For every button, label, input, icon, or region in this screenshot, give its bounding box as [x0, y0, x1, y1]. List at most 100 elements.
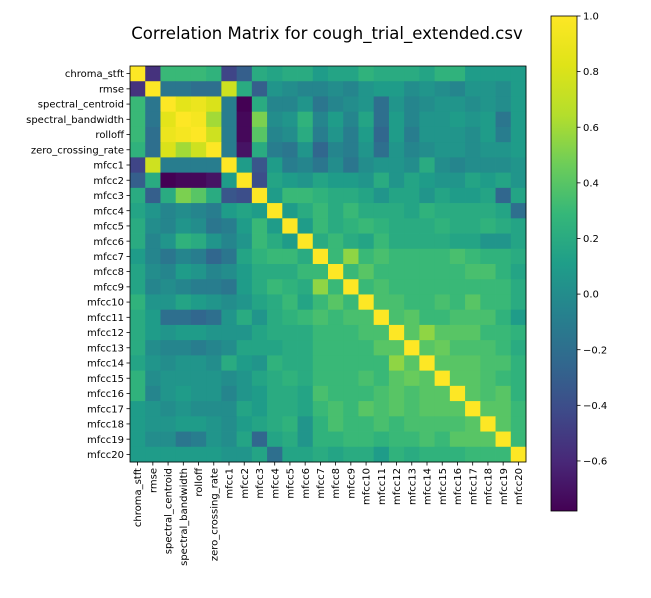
- heatmap-cell: [373, 416, 390, 432]
- heatmap-cell: [145, 218, 161, 234]
- heatmap-cell: [145, 187, 161, 204]
- heatmap-cell: [236, 446, 253, 463]
- heatmap-cell: [388, 203, 405, 219]
- heatmap-cell: [251, 279, 268, 295]
- heatmap-cell: [373, 203, 390, 219]
- heatmap-cell: [328, 157, 344, 174]
- heatmap-cell: [343, 126, 359, 143]
- heatmap-cell: [343, 111, 359, 128]
- heatmap-cell: [343, 355, 359, 372]
- heatmap-cell: [282, 431, 298, 448]
- heatmap-cell: [449, 96, 466, 113]
- heatmap-cell: [373, 81, 390, 97]
- heatmap-cell: [495, 431, 512, 448]
- heatmap-cell: [267, 264, 283, 280]
- heatmap-cell: [282, 355, 298, 372]
- heatmap-cell: [510, 355, 527, 372]
- heatmap-cell: [465, 81, 481, 97]
- heatmap-cell: [419, 264, 436, 280]
- heatmap-cell: [251, 66, 268, 82]
- heatmap-cell: [328, 172, 344, 189]
- heatmap-cell: [495, 416, 512, 432]
- heatmap-cell: [190, 340, 207, 356]
- heatmap-cell: [465, 340, 481, 356]
- heatmap-cell: [221, 401, 238, 417]
- heatmap-cell: [388, 187, 405, 204]
- x-tick-label: mfcc9: [346, 468, 357, 499]
- heatmap-cell: [297, 248, 314, 265]
- y-tick-label: mfcc16: [87, 389, 124, 400]
- heatmap-cell: [175, 416, 192, 432]
- heatmap-cell: [190, 446, 207, 463]
- heatmap-cell: [130, 279, 146, 295]
- heatmap-cell: [465, 172, 481, 189]
- heatmap-cell: [510, 126, 527, 143]
- heatmap-cell: [495, 446, 512, 463]
- heatmap-cell: [404, 157, 420, 174]
- heatmap-cell: [190, 294, 207, 311]
- heatmap-cell: [236, 248, 253, 265]
- heatmap-cell: [434, 385, 451, 402]
- heatmap-cell: [236, 431, 253, 448]
- heatmap-cell: [297, 66, 314, 82]
- heatmap-cell: [267, 294, 283, 311]
- heatmap-cell: [404, 416, 420, 432]
- heatmap-cells: [130, 66, 527, 463]
- heatmap-cell: [251, 446, 268, 463]
- heatmap-cell: [358, 446, 375, 463]
- heatmap-cell: [221, 111, 238, 128]
- heatmap-cell: [434, 324, 451, 341]
- heatmap-cell: [312, 111, 329, 128]
- heatmap-cell: [130, 446, 146, 463]
- heatmap-cell: [297, 81, 314, 97]
- heatmap-cell: [297, 446, 314, 463]
- heatmap-cell: [267, 233, 283, 250]
- heatmap-cell: [404, 401, 420, 417]
- heatmap-cell: [160, 264, 177, 280]
- heatmap-cell: [206, 416, 222, 432]
- heatmap-cell: [221, 81, 238, 97]
- x-tick-label: mfcc18: [484, 468, 495, 505]
- heatmap-cell: [282, 111, 298, 128]
- heatmap-cell: [404, 385, 420, 402]
- heatmap-cell: [328, 370, 344, 387]
- heatmap-cell: [221, 446, 238, 463]
- heatmap-cell: [343, 96, 359, 113]
- y-tick-label: mfcc15: [87, 374, 124, 385]
- heatmap-cell: [465, 324, 481, 341]
- heatmap-cell: [160, 370, 177, 387]
- heatmap-cell: [510, 142, 527, 158]
- colorbar-tick-label: 1.0: [583, 12, 599, 23]
- heatmap-cell: [206, 340, 222, 356]
- heatmap-cell: [419, 96, 436, 113]
- heatmap-cell: [449, 157, 466, 174]
- heatmap-cell: [358, 340, 375, 356]
- heatmap-cell: [328, 203, 344, 219]
- heatmap-cell: [297, 187, 314, 204]
- y-tick-label: rolloff: [95, 130, 125, 141]
- heatmap-cell: [358, 370, 375, 387]
- heatmap-cell: [160, 233, 177, 250]
- heatmap-cell: [130, 81, 146, 97]
- heatmap-cell: [206, 218, 222, 234]
- heatmap-cell: [190, 385, 207, 402]
- heatmap-cell: [434, 157, 451, 174]
- heatmap-cell: [373, 401, 390, 417]
- heatmap-cell: [160, 324, 177, 341]
- heatmap-cell: [312, 416, 329, 432]
- heatmap-cell: [358, 96, 375, 113]
- heatmap-cell: [495, 218, 512, 234]
- heatmap-cell: [449, 66, 466, 82]
- heatmap-cell: [480, 446, 496, 463]
- heatmap-cell: [297, 96, 314, 113]
- heatmap-cell: [465, 248, 481, 265]
- heatmap-cell: [465, 157, 481, 174]
- heatmap-cell: [465, 203, 481, 219]
- heatmap-cell: [343, 187, 359, 204]
- heatmap-cell: [175, 431, 192, 448]
- heatmap-cell: [175, 96, 192, 113]
- heatmap-cell: [358, 203, 375, 219]
- x-tick-label: spectral_bandwidth: [179, 468, 190, 566]
- y-tick-label: mfcc12: [87, 328, 124, 339]
- heatmap-cell: [206, 431, 222, 448]
